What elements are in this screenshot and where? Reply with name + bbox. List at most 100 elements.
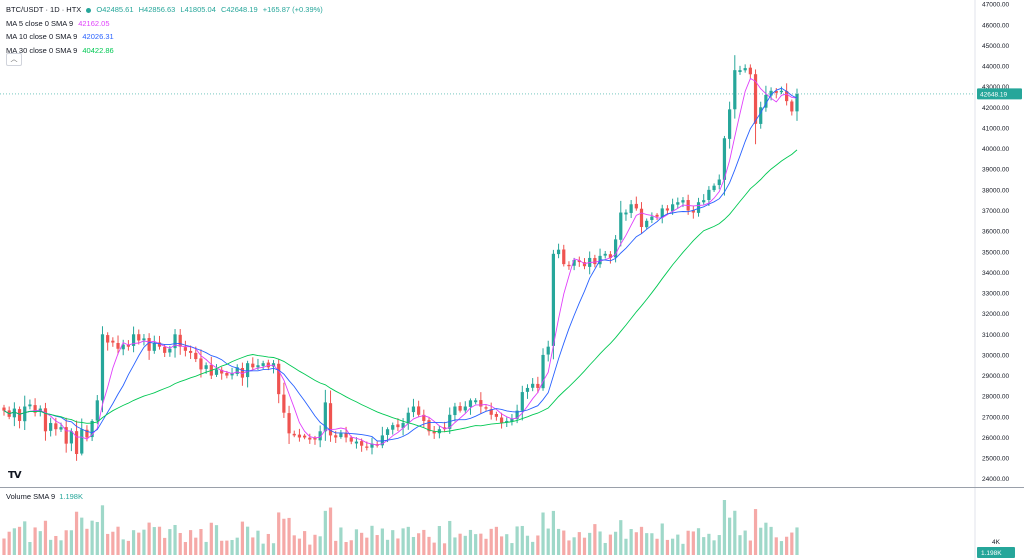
volume-bar <box>297 538 302 555</box>
candle-body <box>733 70 737 110</box>
candle-body <box>23 406 27 422</box>
volume-bar <box>391 530 395 555</box>
volume-bar <box>790 532 794 555</box>
volume-bar <box>448 520 452 555</box>
candle-body <box>225 372 229 376</box>
candle-body <box>748 67 752 75</box>
price-tick-label: 31000.00 <box>982 332 1009 339</box>
candle-body <box>131 334 136 346</box>
candle-body <box>681 200 685 203</box>
volume-bar <box>137 532 141 555</box>
candle-body <box>577 260 581 263</box>
volume-legend[interactable]: Volume SMA 9 1.198K <box>6 492 83 501</box>
volume-bar <box>90 520 94 555</box>
ma10-legend-row[interactable]: MA 10 close 0 SMA 9 42026.31 <box>6 30 326 44</box>
candle-body <box>230 373 234 376</box>
ma5-legend-row[interactable]: MA 5 close 0 SMA 9 42162.05 <box>6 17 326 31</box>
candle-body <box>468 400 473 407</box>
candle-body <box>142 338 146 341</box>
candle-body <box>126 344 130 347</box>
candle-body <box>645 220 649 228</box>
candle-body <box>328 403 333 436</box>
volume-last-tag <box>977 547 1015 558</box>
volume-bar <box>505 534 509 555</box>
volume-bar <box>671 538 675 555</box>
volume-bar <box>271 543 276 555</box>
ma30-legend-row[interactable]: MA 30 close 0 SMA 9 40422.86 <box>6 44 326 58</box>
candle-body <box>525 387 530 392</box>
volume-bar <box>277 512 281 555</box>
volume-bar <box>147 522 151 555</box>
candle-body <box>489 409 493 415</box>
volume-bar <box>323 510 327 555</box>
volume-bar <box>795 527 799 555</box>
volume-bar <box>427 536 431 555</box>
volume-bar <box>334 540 338 555</box>
ma30-value: 40422.86 <box>82 45 114 55</box>
volume-bar <box>12 528 16 555</box>
tradingview-logo[interactable]: TV <box>8 470 22 481</box>
candle-body <box>168 348 172 353</box>
volume-bar <box>245 526 250 555</box>
volume-bar <box>209 522 213 555</box>
symbol-label[interactable]: BTC/USDT · 1D · HTX <box>6 5 82 14</box>
candle-body <box>74 431 79 454</box>
candle-body <box>69 431 73 444</box>
candle-body <box>199 358 203 370</box>
volume-bar <box>437 526 441 555</box>
volume-bar <box>779 541 784 555</box>
volume-bar <box>188 530 193 555</box>
candle-body <box>339 433 343 438</box>
volume-bar <box>598 531 602 555</box>
candle-body <box>282 394 286 413</box>
volume-bar <box>510 543 514 555</box>
candle-body <box>722 138 727 180</box>
volume-bar <box>696 528 701 555</box>
candle-body <box>427 420 431 432</box>
volume-bar <box>702 537 706 555</box>
price-tick-label: 42000.00 <box>982 105 1009 112</box>
candle-body <box>188 350 193 353</box>
candle-body <box>463 406 467 411</box>
volume-bar <box>375 535 379 555</box>
volume-bar <box>360 532 364 555</box>
volume-bar <box>313 534 317 555</box>
ma30-line <box>3 149 798 433</box>
candle-body <box>204 365 208 369</box>
volume-bar <box>251 537 255 555</box>
change-value: +165.87 (+0.39%) <box>262 5 323 14</box>
ma5-label: MA 5 close 0 SMA 9 <box>6 18 74 28</box>
volume-bar <box>365 537 369 555</box>
volume-bar <box>613 531 618 555</box>
volume-bar <box>7 531 11 555</box>
volume-bar <box>17 526 22 555</box>
volume-bar <box>230 540 234 555</box>
price-tick-label: 30000.00 <box>982 352 1009 359</box>
candle-body <box>676 202 680 205</box>
volume-bar <box>318 536 322 555</box>
candle-body <box>396 424 400 428</box>
candle-body <box>261 363 265 366</box>
high-value: H42856.63 <box>138 5 176 14</box>
ma5-value: 42162.05 <box>78 18 110 28</box>
candle-body <box>157 342 162 347</box>
volume-last-label: 1.198K <box>981 550 1002 557</box>
volume-bar <box>743 530 747 555</box>
volume-bar <box>256 530 260 555</box>
candle-body <box>406 412 410 424</box>
candle-body <box>603 253 607 256</box>
volume-bar <box>546 528 550 555</box>
volume-bar <box>655 538 659 555</box>
candle-body <box>49 423 53 431</box>
volume-bar <box>432 542 436 555</box>
candle-body <box>624 212 628 215</box>
volume-bar <box>344 542 348 555</box>
volume-bar <box>266 533 270 555</box>
volume-bar <box>287 517 291 555</box>
volume-bar <box>624 538 628 555</box>
candle-body <box>608 254 613 258</box>
candle-body <box>551 253 556 346</box>
collapse-legend-button[interactable]: ︿ <box>6 53 22 66</box>
